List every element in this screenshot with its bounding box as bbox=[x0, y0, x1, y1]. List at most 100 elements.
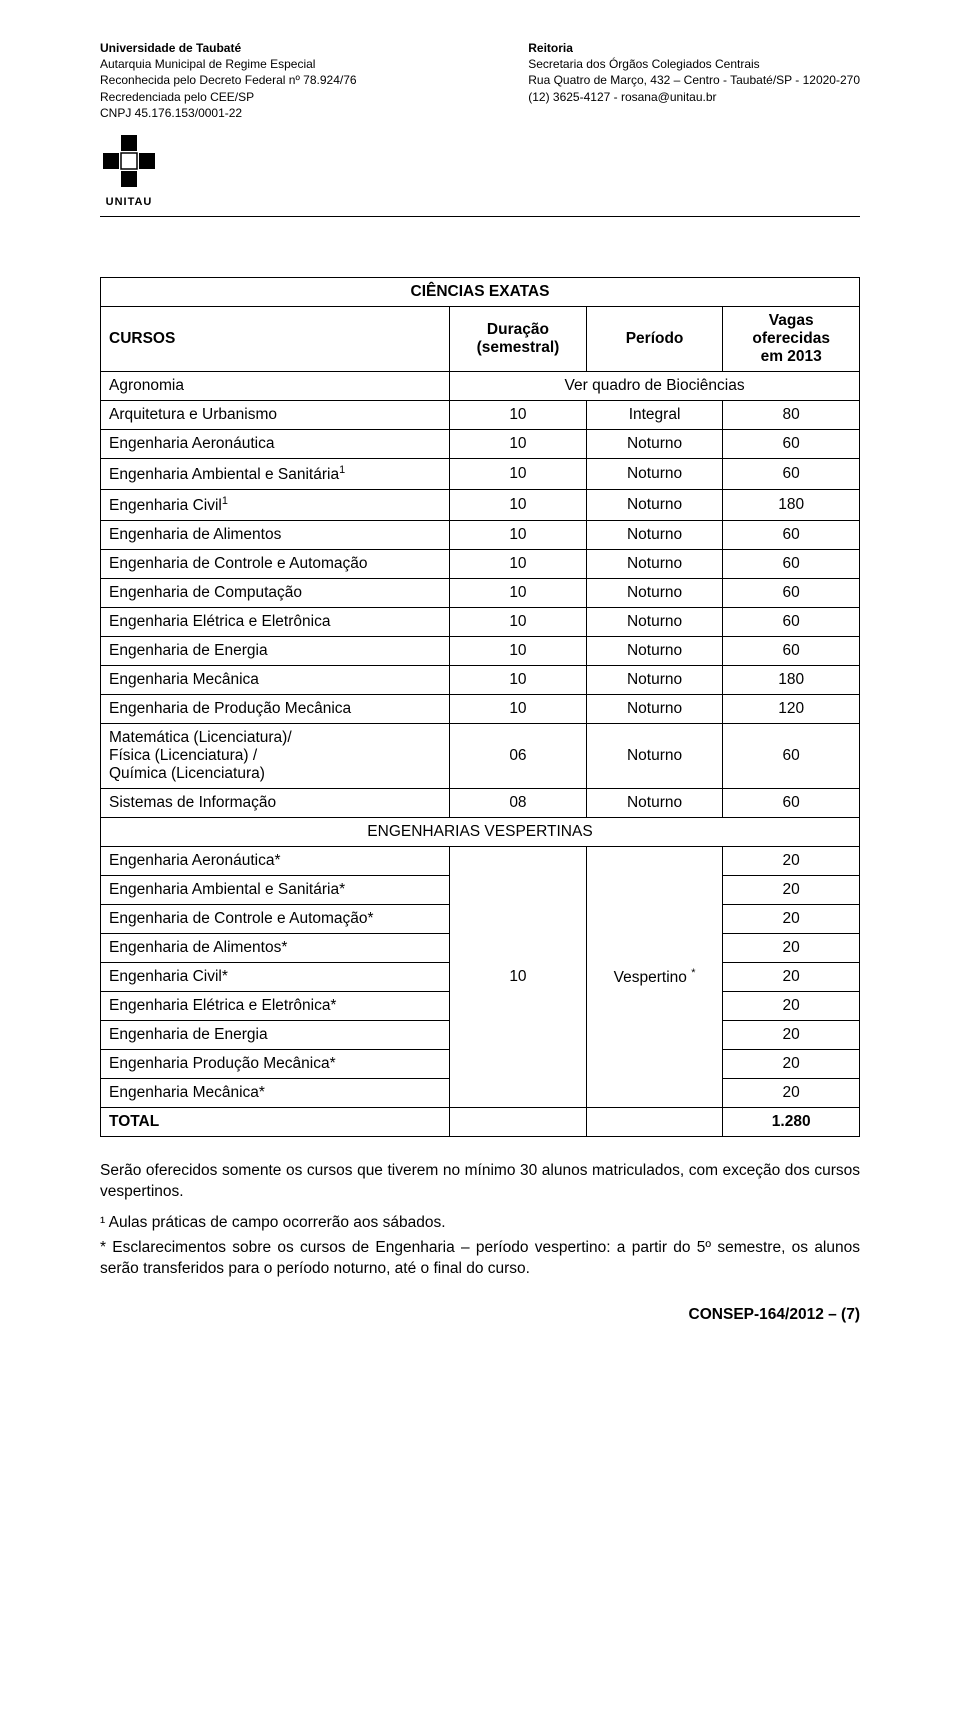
cell-course: Engenharia Aeronáutica bbox=[101, 429, 450, 458]
cell-duration: 10 bbox=[450, 637, 587, 666]
total-per bbox=[586, 1108, 723, 1137]
cell-vacancies: 20 bbox=[723, 934, 860, 963]
table-row: Engenharia Elétrica e Eletrônica10Noturn… bbox=[101, 608, 860, 637]
cell-course: Engenharia Elétrica e Eletrônica bbox=[101, 608, 450, 637]
cell-period: Noturno bbox=[586, 550, 723, 579]
cell-vacancies: 20 bbox=[723, 1021, 860, 1050]
letterhead-left: Universidade de Taubaté Autarquia Munici… bbox=[100, 40, 357, 121]
header-right-line4: (12) 3625-4127 - rosana@unitau.br bbox=[528, 89, 860, 105]
cell-period: Noturno bbox=[586, 724, 723, 789]
cell-vacancies: 60 bbox=[723, 789, 860, 818]
header-right-line1: Reitoria bbox=[528, 40, 860, 56]
cell-period: Noturno bbox=[586, 666, 723, 695]
cell-duration: 08 bbox=[450, 789, 587, 818]
table-row: AgronomiaVer quadro de Biociências bbox=[101, 371, 860, 400]
table-header-row: CURSOS Duração (semestral) Período Vagas… bbox=[101, 306, 860, 371]
page: Universidade de Taubaté Autarquia Munici… bbox=[0, 0, 960, 1354]
cell-vacancies: 60 bbox=[723, 579, 860, 608]
cell-period: Noturno bbox=[586, 521, 723, 550]
table-row: Engenharia Civil110Noturno180 bbox=[101, 490, 860, 521]
header-left-line4: Recredenciada pelo CEE/SP bbox=[100, 89, 357, 105]
table-body: AgronomiaVer quadro de BiociênciasArquit… bbox=[101, 371, 860, 817]
header-left-line5: CNPJ 45.176.153/0001-22 bbox=[100, 105, 357, 121]
cell-course: Engenharia de Energia bbox=[101, 637, 450, 666]
section-vespertinas-row: ENGENHARIAS VESPERTINAS bbox=[101, 818, 860, 847]
cell-duration: 10 bbox=[450, 695, 587, 724]
logo-label: UNITAU bbox=[100, 196, 158, 208]
university-name: Universidade de Taubaté bbox=[100, 40, 357, 56]
cell-vacancies: 60 bbox=[723, 521, 860, 550]
cell-course: Engenharia de Controle e Automação bbox=[101, 550, 450, 579]
cell-duration: 06 bbox=[450, 724, 587, 789]
section-vespertinas-title: ENGENHARIAS VESPERTINAS bbox=[101, 818, 860, 847]
cell-vacancies: 60 bbox=[723, 429, 860, 458]
header-right-line2: Secretaria dos Órgãos Colegiados Centrai… bbox=[528, 56, 860, 72]
cell-merged: Ver quadro de Biociências bbox=[450, 371, 860, 400]
cell-vacancies: 180 bbox=[723, 666, 860, 695]
table-row: Sistemas de Informação08Noturno60 bbox=[101, 789, 860, 818]
header-divider bbox=[100, 216, 860, 217]
cell-period: Noturno bbox=[586, 490, 723, 521]
courses-table: CIÊNCIAS EXATAS CURSOS Duração (semestra… bbox=[100, 277, 860, 1137]
cell-period: Noturno bbox=[586, 608, 723, 637]
table-row: Engenharia Aeronáutica10Noturno60 bbox=[101, 429, 860, 458]
table-title: CIÊNCIAS EXATAS bbox=[101, 277, 860, 306]
total-dur bbox=[450, 1108, 587, 1137]
cell-duration: 10 bbox=[450, 400, 587, 429]
cell-period: Noturno bbox=[586, 579, 723, 608]
cell-course: Engenharia Ambiental e Sanitária1 bbox=[101, 458, 450, 489]
page-footer: CONSEP-164/2012 – (7) bbox=[100, 1306, 860, 1324]
cell-period: Noturno bbox=[586, 429, 723, 458]
table-row: Arquitetura e Urbanismo10Integral80 bbox=[101, 400, 860, 429]
cell-course: Engenharia de Controle e Automação* bbox=[101, 905, 450, 934]
cell-course: Sistemas de Informação bbox=[101, 789, 450, 818]
cell-duration: 10 bbox=[450, 458, 587, 489]
table-title-row: CIÊNCIAS EXATAS bbox=[101, 277, 860, 306]
header-left-line2: Autarquia Municipal de Regime Especial bbox=[100, 56, 357, 72]
header-left-line3: Reconhecida pelo Decreto Federal nº 78.9… bbox=[100, 72, 357, 88]
cell-vacancies: 80 bbox=[723, 400, 860, 429]
cell-course: Engenharia Civil1 bbox=[101, 490, 450, 521]
cell-duration: 10 bbox=[450, 666, 587, 695]
unitau-logo-icon bbox=[100, 133, 158, 189]
cell-vacancies: 20 bbox=[723, 1079, 860, 1108]
cell-course: Engenharia Mecânica* bbox=[101, 1079, 450, 1108]
cell-period: Noturno bbox=[586, 789, 723, 818]
cell-duration: 10 bbox=[450, 521, 587, 550]
cell-period: Noturno bbox=[586, 695, 723, 724]
table-row: Engenharia de Controle e Automação10Notu… bbox=[101, 550, 860, 579]
cell-vacancies: 60 bbox=[723, 724, 860, 789]
cell-course: Arquitetura e Urbanismo bbox=[101, 400, 450, 429]
cell-course: Engenharia Produção Mecânica* bbox=[101, 1050, 450, 1079]
cell-period: Integral bbox=[586, 400, 723, 429]
logo-block: UNITAU bbox=[100, 133, 860, 208]
cell-vacancies: 20 bbox=[723, 1050, 860, 1079]
cell-vacancies: 20 bbox=[723, 963, 860, 992]
cell-duration: 10 bbox=[450, 490, 587, 521]
col-header-period: Período bbox=[586, 306, 723, 371]
cell-vacancies: 60 bbox=[723, 637, 860, 666]
header-right-line3: Rua Quatro de Março, 432 – Centro - Taub… bbox=[528, 72, 860, 88]
table-row: Engenharia de Produção Mecânica10Noturno… bbox=[101, 695, 860, 724]
table-row: Engenharia Mecânica10Noturno180 bbox=[101, 666, 860, 695]
table-row: Matemática (Licenciatura)/Física (Licenc… bbox=[101, 724, 860, 789]
cell-duration: 10 bbox=[450, 608, 587, 637]
total-value: 1.280 bbox=[723, 1108, 860, 1137]
cell-vacancies: 60 bbox=[723, 458, 860, 489]
cell-course: Engenharia de Alimentos bbox=[101, 521, 450, 550]
cell-course: Engenharia de Computação bbox=[101, 579, 450, 608]
cell-course: Matemática (Licenciatura)/Física (Licenc… bbox=[101, 724, 450, 789]
cell-vacancies: 20 bbox=[723, 847, 860, 876]
col-header-vacancies: Vagas oferecidas em 2013 bbox=[723, 306, 860, 371]
cell-course: Agronomia bbox=[101, 371, 450, 400]
body-p3: * Esclarecimentos sobre os cursos de Eng… bbox=[100, 1238, 860, 1280]
table-row: Engenharia Aeronáutica*10Vespertino *20 bbox=[101, 847, 860, 876]
table-row: Engenharia de Alimentos10Noturno60 bbox=[101, 521, 860, 550]
cell-duration-merged: 10 bbox=[450, 847, 587, 1108]
table-row: Engenharia de Computação10Noturno60 bbox=[101, 579, 860, 608]
cell-duration: 10 bbox=[450, 429, 587, 458]
total-label: TOTAL bbox=[101, 1108, 450, 1137]
cell-course: Engenharia de Energia bbox=[101, 1021, 450, 1050]
cell-course: Engenharia Elétrica e Eletrônica* bbox=[101, 992, 450, 1021]
cell-course: Engenharia Aeronáutica* bbox=[101, 847, 450, 876]
